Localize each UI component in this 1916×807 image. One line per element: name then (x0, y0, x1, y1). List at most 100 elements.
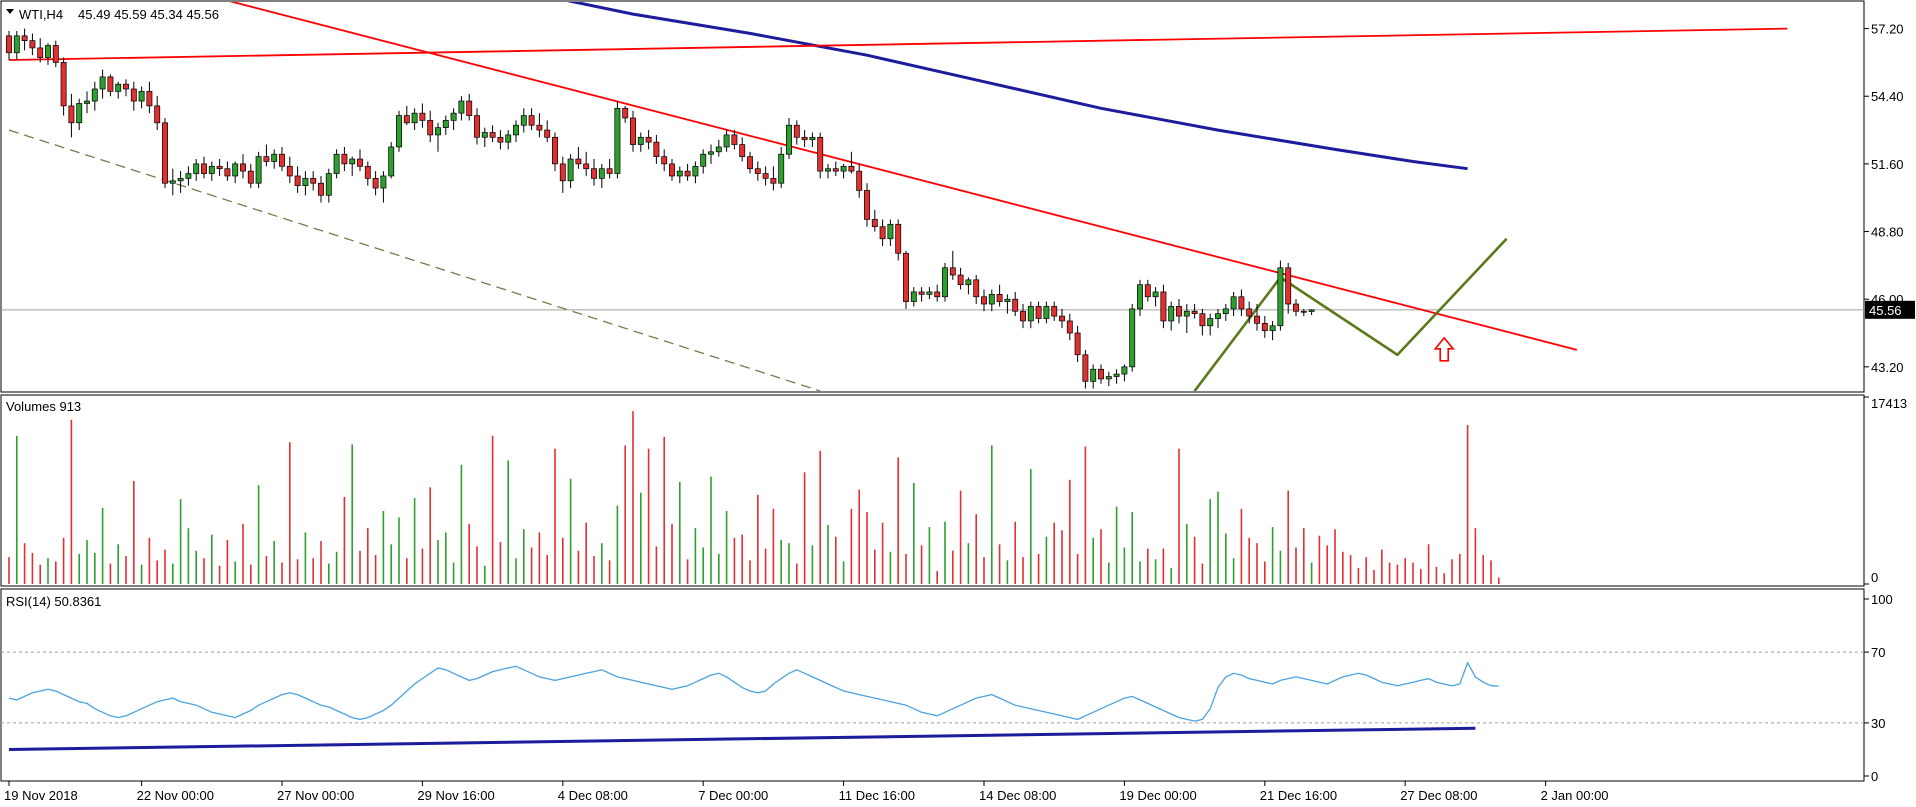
candle-body (185, 173, 192, 179)
candle-body (918, 291, 925, 295)
candle (489, 125, 496, 143)
candle-body (552, 136, 558, 165)
candle-body (411, 112, 418, 124)
candle-body (481, 132, 488, 138)
candle (879, 219, 886, 247)
candle-body (770, 178, 777, 184)
time-tick-label: 19 Nov 2018 (4, 788, 78, 803)
candle (240, 154, 246, 179)
candle (1230, 291, 1237, 317)
rsi-tick-label: 30 (1871, 716, 1885, 731)
candle (372, 171, 379, 196)
candle (676, 166, 683, 184)
candle (1168, 301, 1175, 331)
candle-body (1254, 315, 1260, 324)
candle (747, 151, 753, 174)
candle (653, 134, 660, 164)
candle (692, 161, 699, 184)
candle (1183, 304, 1190, 334)
candle-body (1090, 368, 1097, 382)
candle-body (1012, 298, 1019, 312)
candle-body (879, 226, 886, 240)
candle-body (169, 180, 176, 184)
candle-body (1230, 296, 1237, 310)
candle (544, 120, 551, 143)
candle-body (403, 115, 410, 124)
candle (216, 159, 223, 176)
candle (856, 163, 863, 198)
candle (1137, 279, 1143, 317)
symbol-menu-icon[interactable] (6, 9, 14, 14)
candle (528, 108, 535, 131)
candle-body (505, 134, 512, 143)
candle-body (1074, 332, 1081, 356)
candle (793, 120, 800, 145)
candle-body (606, 168, 613, 174)
candle (1121, 364, 1128, 382)
candle (926, 287, 933, 300)
candle (1269, 320, 1276, 341)
rsi-trend-line (8, 726, 1476, 751)
candle (973, 275, 980, 305)
candle-body (1082, 354, 1089, 382)
candle-body (1020, 310, 1026, 322)
candle (513, 120, 519, 143)
rsi-panel-frame (0, 588, 1865, 782)
candle (762, 166, 769, 186)
candle-body (435, 127, 441, 136)
volume-indicator-label: Volumes 913 (6, 399, 81, 414)
candle-body (1285, 267, 1292, 305)
candle (1144, 279, 1151, 302)
candle (520, 108, 527, 133)
candle (731, 130, 738, 150)
candle-body (559, 163, 566, 182)
candle (871, 209, 878, 232)
candle (942, 262, 948, 302)
candle (310, 171, 317, 191)
candle (115, 81, 122, 99)
candle (988, 289, 995, 312)
candle (832, 161, 839, 176)
candle-body (107, 76, 114, 92)
candle-body (60, 62, 67, 107)
candle-body (965, 279, 972, 286)
candle (107, 74, 114, 97)
candle (1059, 308, 1065, 329)
candle-body (817, 136, 824, 172)
candle-body (809, 136, 816, 141)
rsi-indicator-label: RSI(14) 50.8361 (6, 594, 101, 609)
candle-body (1113, 373, 1120, 377)
candle-body (934, 291, 941, 298)
candle (450, 108, 457, 131)
candle-body (123, 83, 129, 90)
candle-body (177, 178, 184, 182)
candle (154, 96, 161, 131)
candle (388, 142, 395, 179)
candle (934, 284, 941, 302)
candle-body (1035, 306, 1042, 319)
candle-body (154, 105, 161, 124)
candle-body (1004, 298, 1011, 302)
candle-body (1238, 296, 1245, 310)
candle-body (1098, 368, 1104, 380)
price-tick-label: 51.60 (1871, 157, 1904, 172)
candle (380, 171, 387, 203)
candle-body (91, 88, 98, 102)
candle-body (1222, 308, 1229, 315)
candle (232, 161, 239, 184)
candle-body (1144, 284, 1151, 298)
up-arrow-icon (1433, 336, 1455, 362)
candle (1012, 291, 1019, 317)
candle-body (52, 45, 59, 63)
candle (1246, 301, 1253, 324)
candle (279, 146, 285, 172)
candle-body (700, 153, 707, 167)
candle-body (801, 136, 808, 141)
candle (458, 96, 465, 121)
candle (263, 144, 270, 167)
price-series (1, 2, 1864, 391)
candle-body (271, 153, 278, 162)
price-tick-label: 48.80 (1871, 225, 1904, 240)
candle (76, 98, 83, 131)
